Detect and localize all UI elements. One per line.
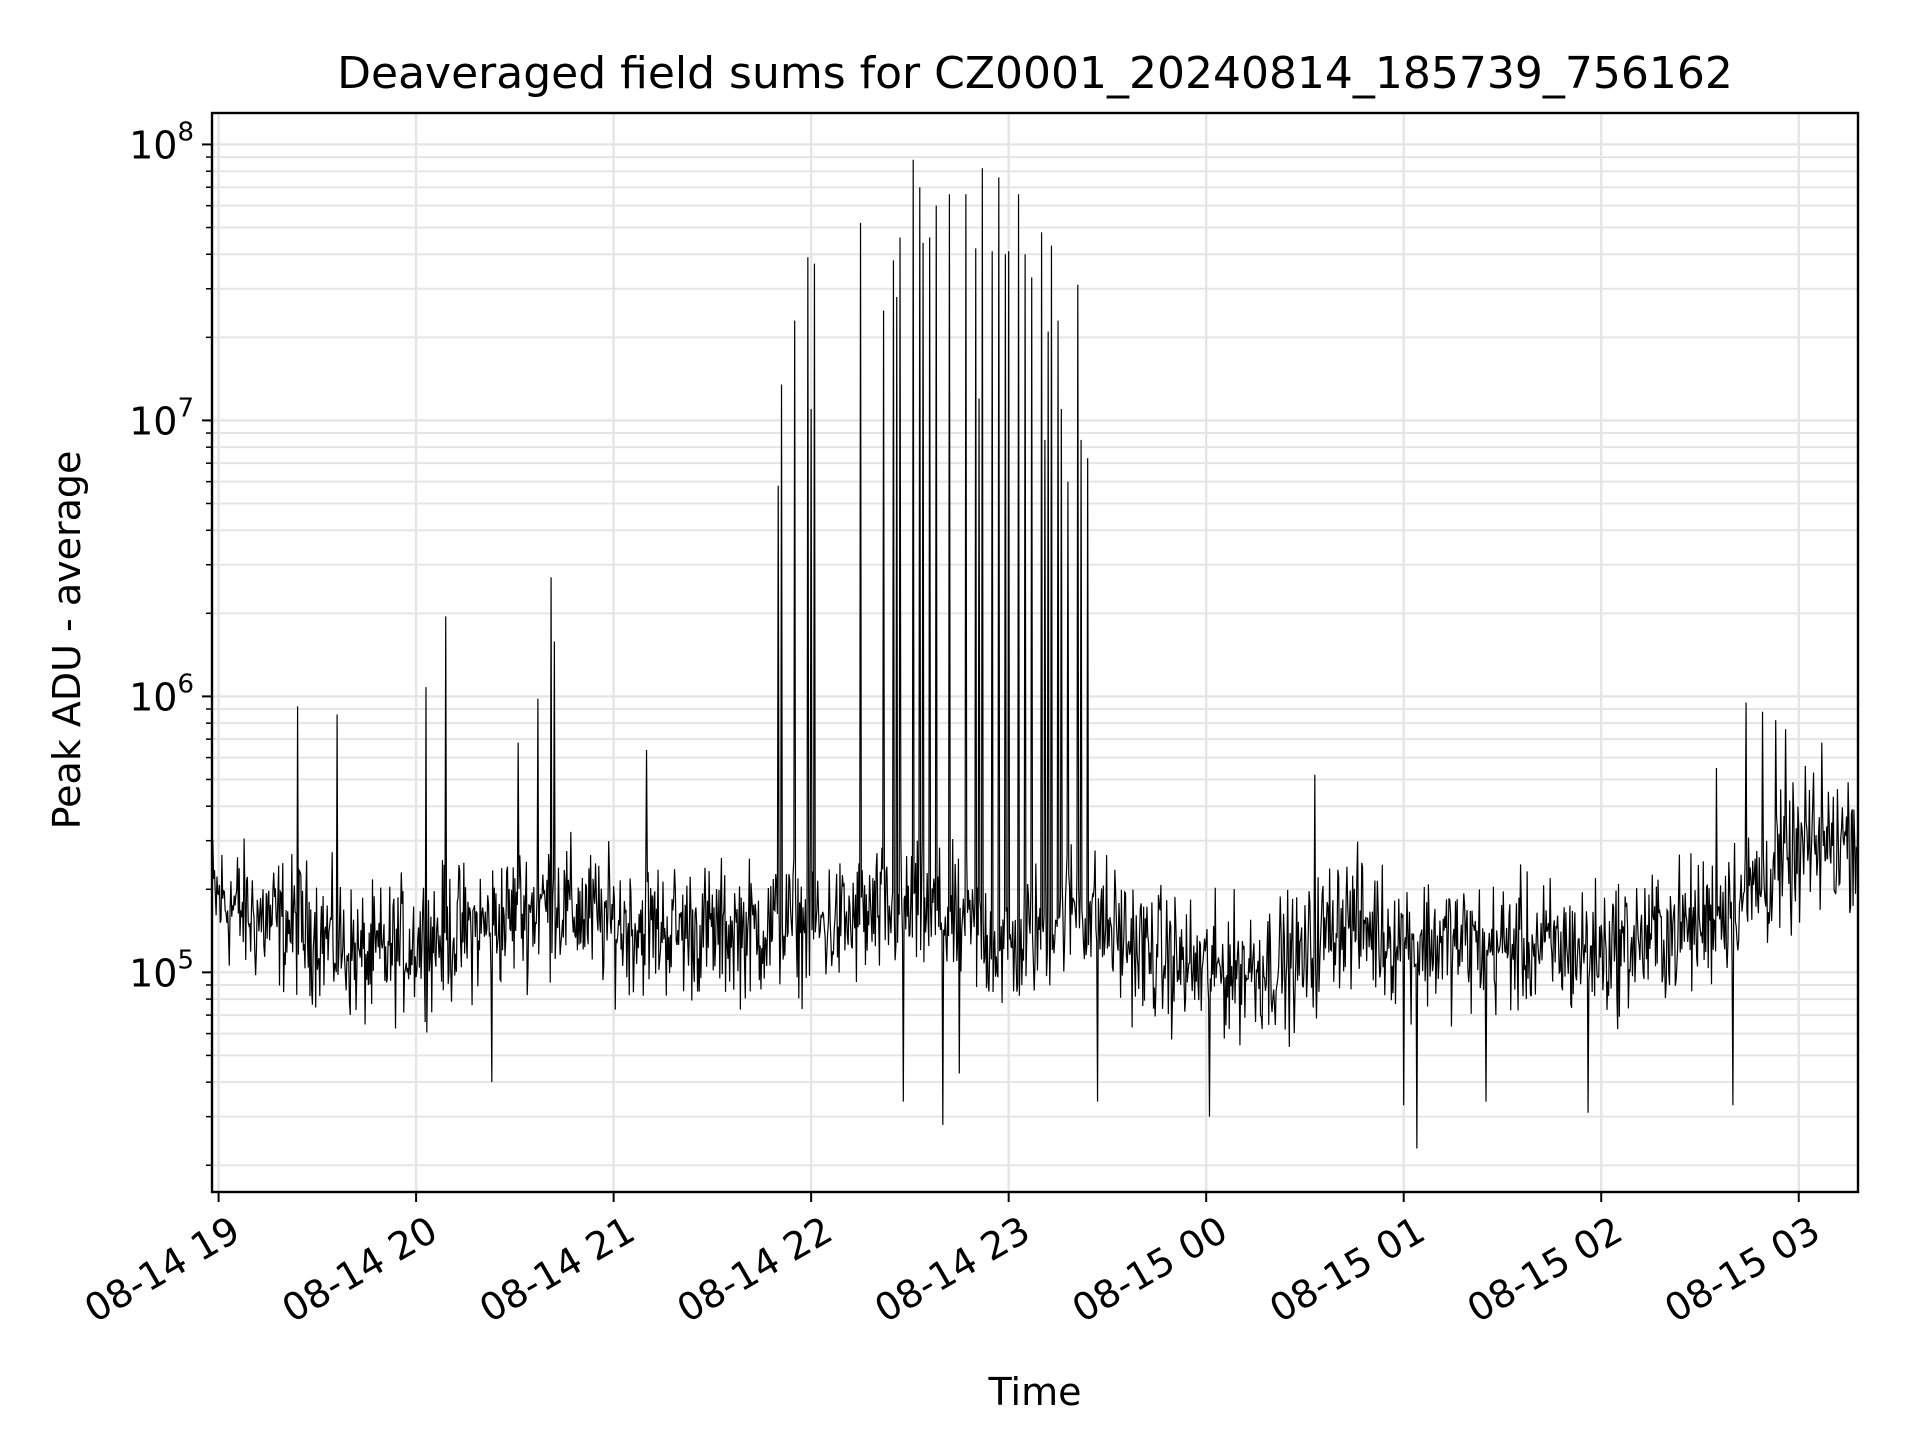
series-line	[211, 159, 1859, 1149]
series-layer	[211, 159, 1859, 1149]
grid	[212, 113, 1858, 1192]
y-axis-label: Peak ADU - average	[45, 451, 89, 830]
y-tick-label: 105	[129, 945, 194, 995]
y-tick-label: 107	[129, 393, 194, 443]
y-tick-label: 108	[129, 117, 194, 167]
y-tick-label: 106	[129, 669, 194, 719]
plot-frame	[210, 111, 1860, 1194]
chart-title: Deaveraged field sums for CZ0001_2024081…	[337, 48, 1733, 99]
x-axis-label: Time	[988, 1370, 1082, 1414]
